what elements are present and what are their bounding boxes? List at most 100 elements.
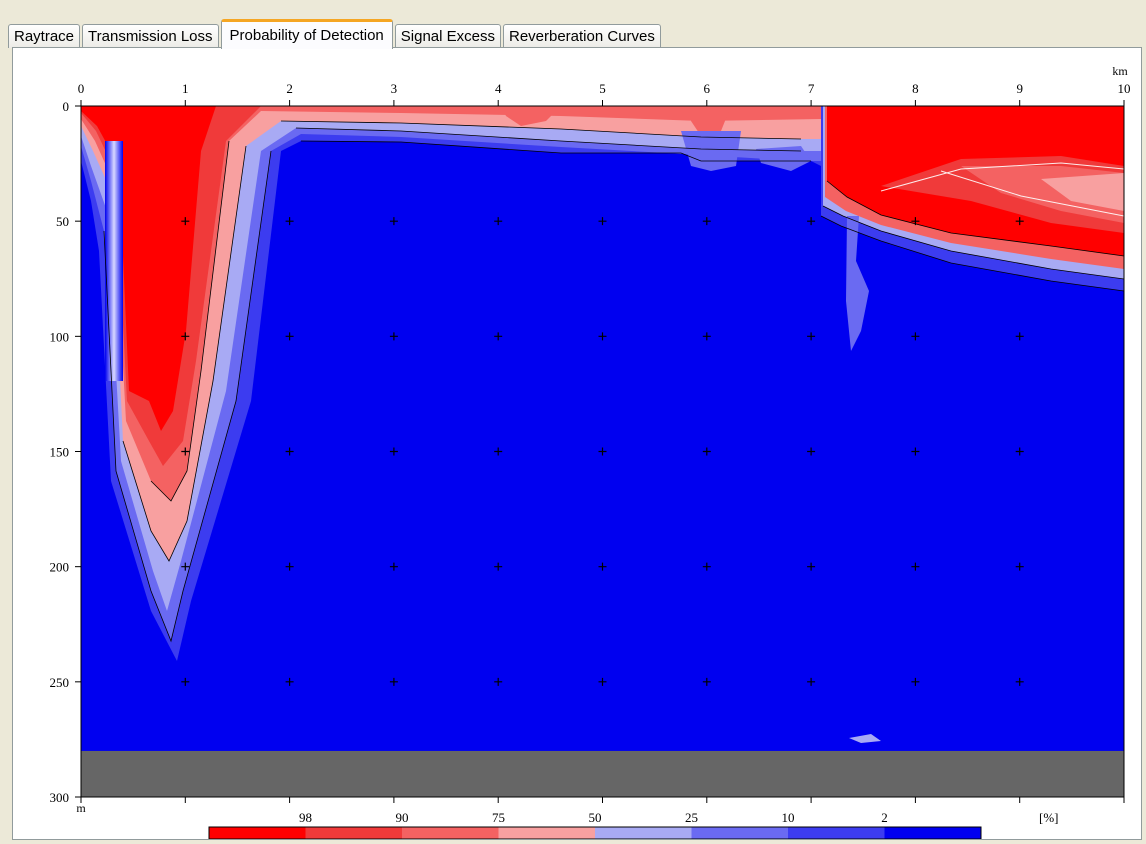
legend-swatch bbox=[305, 827, 403, 839]
grid-mark bbox=[181, 332, 190, 341]
grid-mark bbox=[598, 332, 607, 341]
legend-threshold-label: 25 bbox=[685, 810, 698, 825]
grid-mark bbox=[702, 447, 711, 456]
grid-mark bbox=[807, 447, 816, 456]
x-tick-label: 5 bbox=[599, 81, 606, 96]
legend-threshold-label: 75 bbox=[492, 810, 505, 825]
x-tick-label: 2 bbox=[286, 81, 293, 96]
grid-mark bbox=[702, 217, 711, 226]
small-blob bbox=[756, 146, 811, 171]
grid-mark bbox=[702, 562, 711, 571]
beam-core-98 bbox=[81, 106, 216, 431]
grid-mark bbox=[181, 217, 190, 226]
legend-threshold-label: 90 bbox=[396, 810, 409, 825]
chart-panel: km 0 1 2 3 4 5 6 7 8 9 10 m 0 50 100 150 200 250 300 [%]… bbox=[12, 47, 1142, 840]
beam-edge-stripe bbox=[105, 141, 123, 381]
grid-marks bbox=[181, 217, 1024, 686]
colorbar-legend: [%] 98 90 75 50 25 10 2 bbox=[208, 810, 1059, 840]
grid-mark bbox=[494, 217, 503, 226]
bottom-blob bbox=[849, 734, 881, 743]
legend-threshold-label: 2 bbox=[881, 810, 888, 825]
grid-mark bbox=[598, 562, 607, 571]
contour-field bbox=[81, 106, 1124, 797]
grid-mark bbox=[911, 677, 920, 686]
y-tick-label: 0 bbox=[63, 99, 70, 114]
grid-mark bbox=[911, 562, 920, 571]
tab-signal-excess[interactable]: Signal Excess bbox=[394, 24, 501, 48]
grid-mark bbox=[389, 332, 398, 341]
grid-mark bbox=[494, 332, 503, 341]
grid-mark bbox=[1015, 217, 1024, 226]
grid-mark bbox=[807, 332, 816, 341]
grid-mark bbox=[1015, 677, 1024, 686]
grid-mark bbox=[285, 562, 294, 571]
legend-swatch bbox=[691, 827, 789, 839]
grid-mark bbox=[1015, 332, 1024, 341]
y-tick-label: 200 bbox=[50, 560, 70, 575]
grid-mark bbox=[702, 332, 711, 341]
y-tick-label: 300 bbox=[50, 790, 70, 805]
y-axis: m 0 50 100 150 200 250 300 bbox=[50, 99, 87, 815]
legend-swatch bbox=[788, 827, 885, 839]
y-tick-label: 150 bbox=[50, 445, 70, 460]
grid-mark bbox=[494, 677, 503, 686]
grid-mark bbox=[389, 562, 398, 571]
grid-mark bbox=[181, 447, 190, 456]
tab-bar: Raytrace Transmission Loss Probability o… bbox=[8, 14, 663, 49]
tab-reverberation-curves[interactable]: Reverberation Curves bbox=[502, 24, 661, 48]
grid-mark bbox=[807, 562, 816, 571]
grid-mark bbox=[807, 677, 816, 686]
grid-mark bbox=[389, 677, 398, 686]
legend-swatch bbox=[209, 827, 306, 839]
y-tick-label: 250 bbox=[50, 675, 70, 690]
grid-mark bbox=[285, 447, 294, 456]
grid-mark bbox=[911, 447, 920, 456]
grid-mark bbox=[702, 677, 711, 686]
legend-threshold-label: 50 bbox=[589, 810, 602, 825]
x-axis-unit: km bbox=[1112, 64, 1128, 78]
grid-mark bbox=[807, 217, 816, 226]
legend-swatch bbox=[595, 827, 692, 839]
grid-mark bbox=[494, 562, 503, 571]
grid-mark bbox=[1015, 562, 1024, 571]
seabed bbox=[81, 750, 1124, 797]
legend-swatch bbox=[498, 827, 596, 839]
legend-swatch bbox=[884, 827, 982, 839]
tab-transmission-loss[interactable]: Transmission Loss bbox=[82, 24, 219, 48]
far-duct-inner-50 bbox=[1041, 173, 1124, 211]
grid-mark bbox=[911, 332, 920, 341]
grid-mark bbox=[598, 217, 607, 226]
x-tick-label: 9 bbox=[1016, 81, 1023, 96]
x-tick-label: 10 bbox=[1118, 81, 1131, 96]
grid-mark bbox=[598, 447, 607, 456]
grid-mark bbox=[285, 677, 294, 686]
legend-swatch bbox=[402, 827, 499, 839]
x-tick-label: 8 bbox=[912, 81, 919, 96]
grid-mark bbox=[494, 447, 503, 456]
legend-unit-label: [%] bbox=[1039, 810, 1059, 825]
grid-mark bbox=[181, 562, 190, 571]
tab-raytrace[interactable]: Raytrace bbox=[8, 24, 81, 48]
grid-mark bbox=[1015, 447, 1024, 456]
grid-mark bbox=[285, 332, 294, 341]
grid-mark bbox=[598, 677, 607, 686]
x-tick-label: 7 bbox=[808, 81, 815, 96]
legend-threshold-label: 98 bbox=[299, 810, 312, 825]
x-tick-label: 6 bbox=[704, 81, 711, 96]
y-tick-label: 50 bbox=[56, 214, 69, 229]
y-tick-label: 100 bbox=[50, 329, 70, 344]
vertical-streak bbox=[846, 216, 869, 351]
x-tick-label: 4 bbox=[495, 81, 502, 96]
x-axis: km 0 1 2 3 4 5 6 7 8 9 10 bbox=[78, 64, 1131, 803]
x-tick-label: 1 bbox=[182, 81, 189, 96]
x-tick-label: 0 bbox=[78, 81, 85, 96]
y-axis-unit: m bbox=[76, 801, 86, 815]
grid-mark bbox=[285, 217, 294, 226]
tab-probability-of-detection[interactable]: Probability of Detection bbox=[220, 19, 393, 49]
grid-mark bbox=[389, 217, 398, 226]
far-duct-streak bbox=[880, 162, 1124, 217]
grid-mark bbox=[911, 217, 920, 226]
legend-threshold-label: 10 bbox=[782, 810, 795, 825]
contour-lines bbox=[103, 120, 1124, 643]
